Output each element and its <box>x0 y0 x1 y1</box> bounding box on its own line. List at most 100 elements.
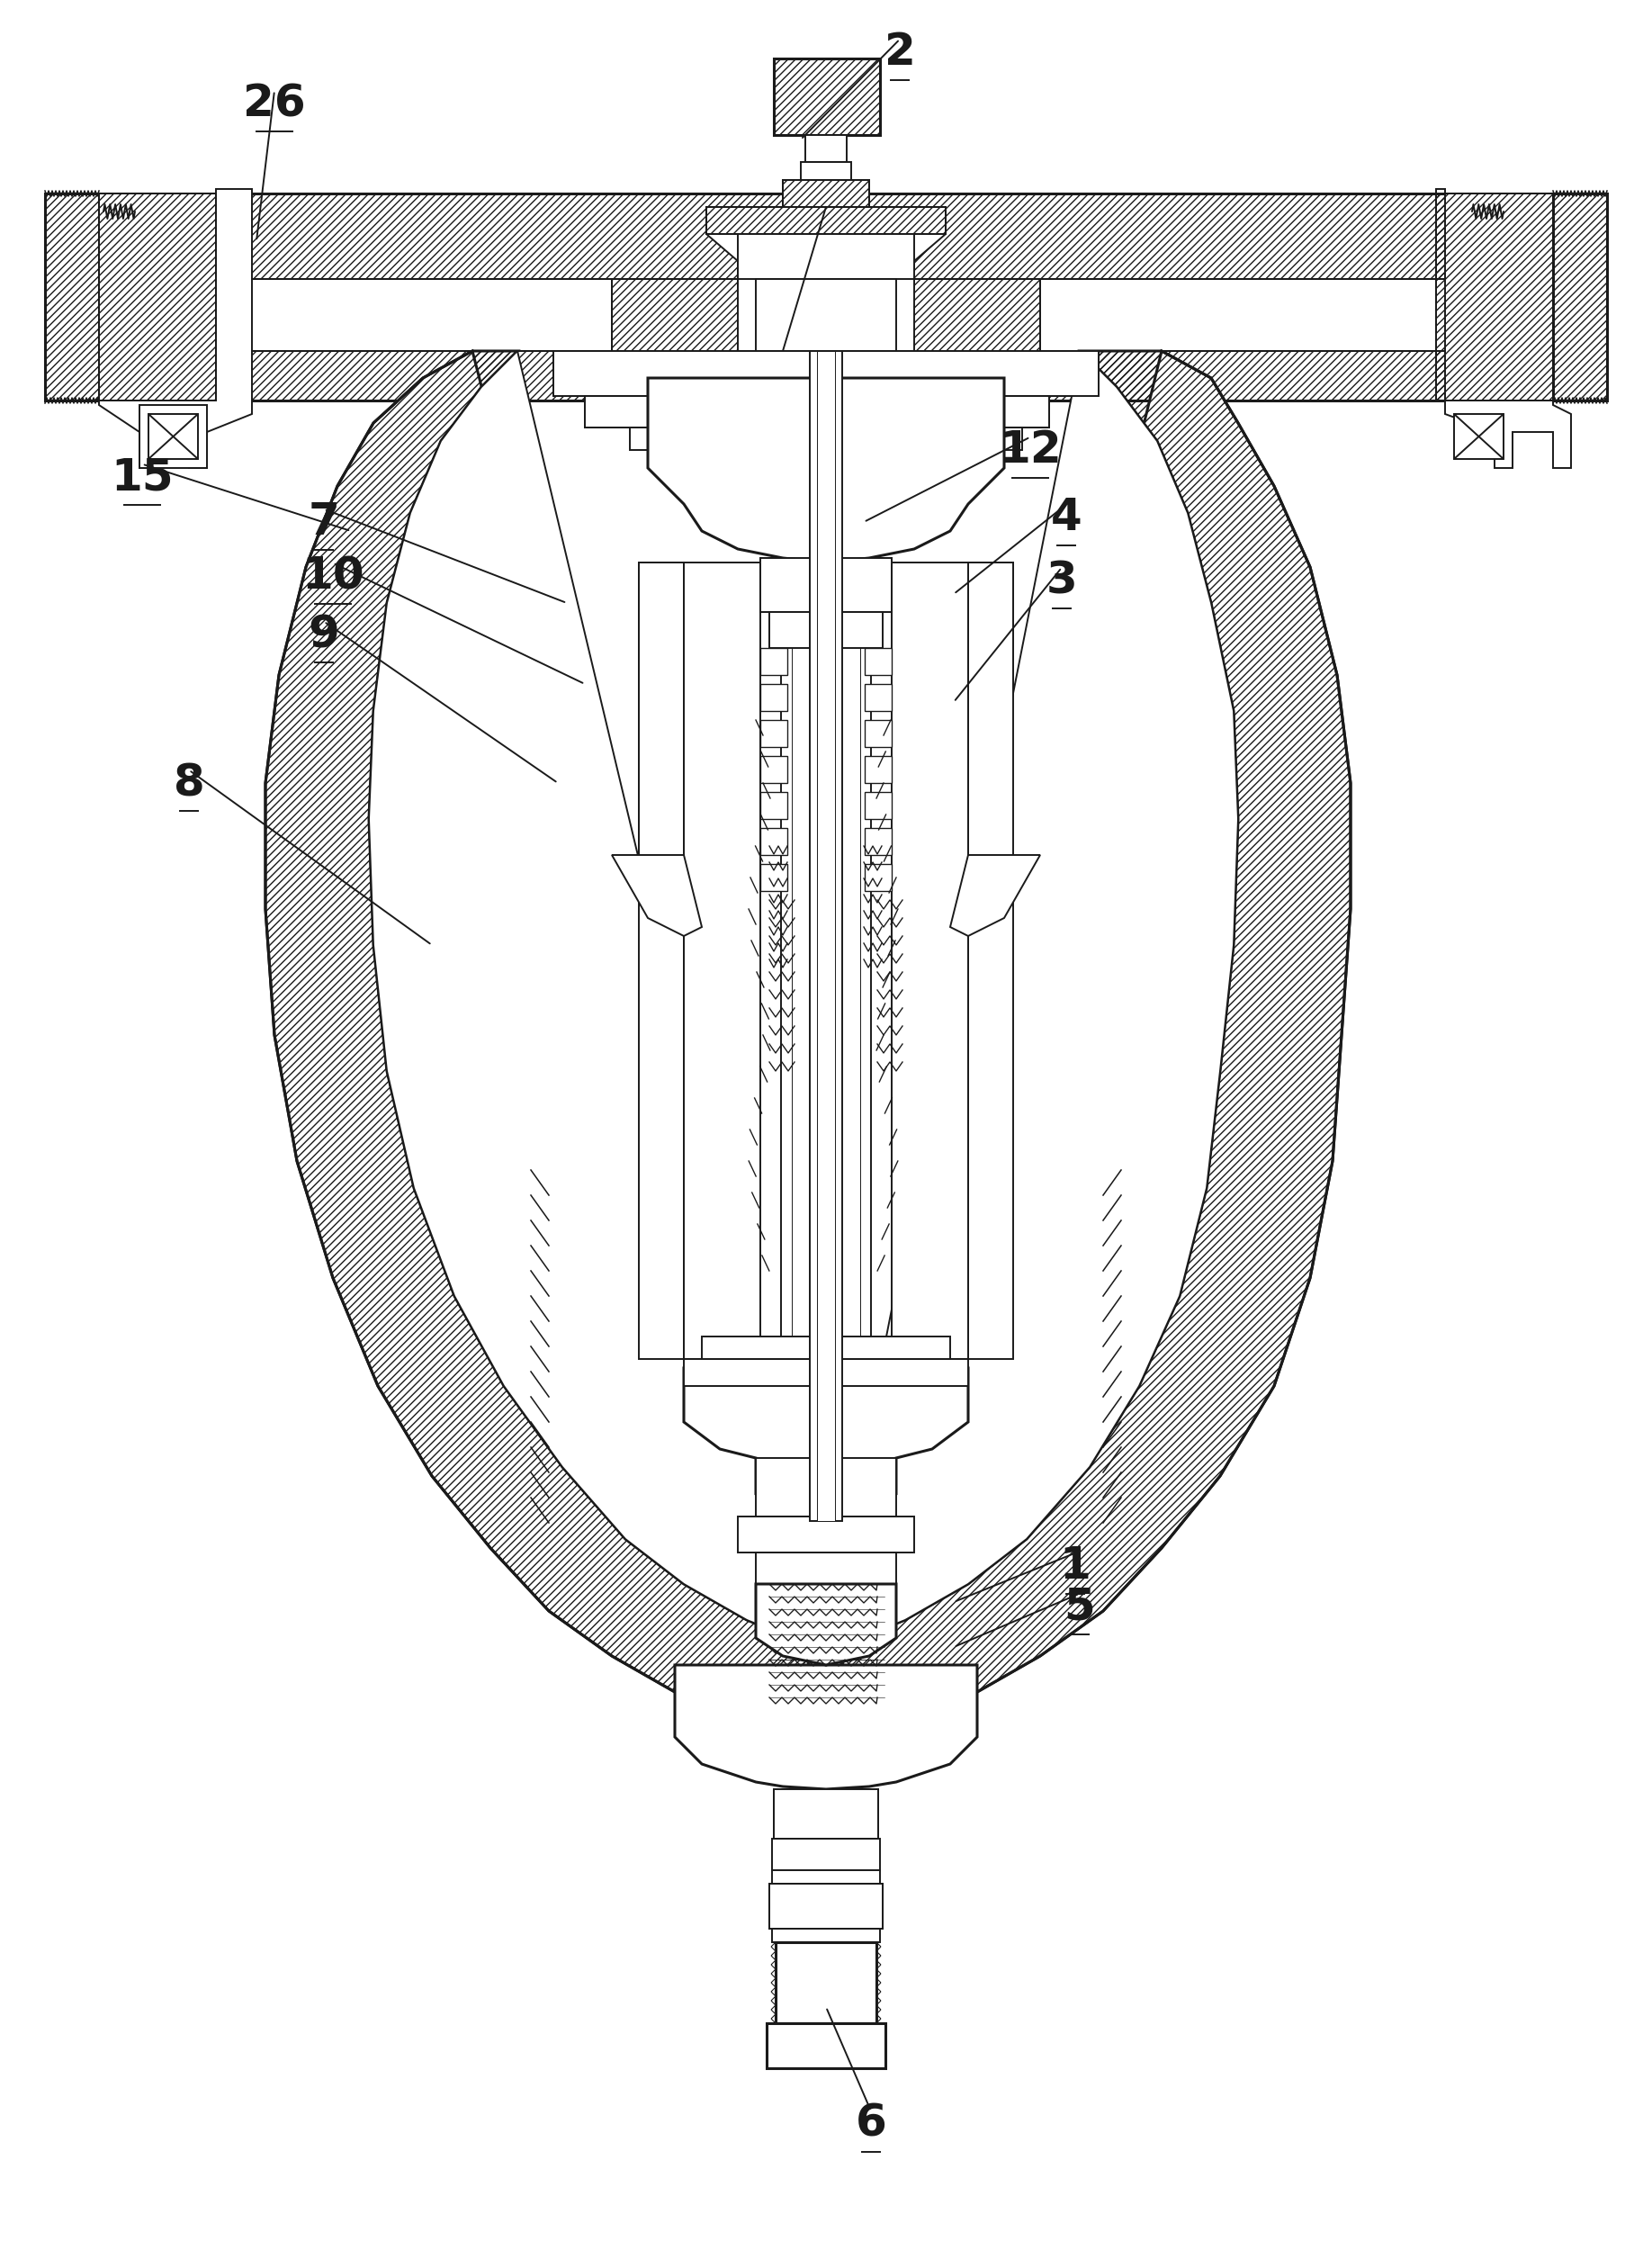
Bar <box>864 829 892 854</box>
Bar <box>760 829 788 854</box>
Bar <box>968 562 1013 1360</box>
Bar <box>684 1360 968 1387</box>
Bar <box>773 1789 879 1839</box>
Bar <box>611 280 1041 350</box>
Polygon shape <box>773 59 881 136</box>
Bar <box>702 1369 950 1457</box>
Bar <box>773 59 881 136</box>
Bar <box>45 194 99 400</box>
Bar <box>45 194 99 400</box>
Bar <box>45 194 1607 280</box>
Bar <box>773 1789 879 1839</box>
Polygon shape <box>368 350 1237 1642</box>
Bar <box>760 793 788 820</box>
Bar <box>783 181 869 208</box>
Bar <box>639 562 684 1360</box>
Polygon shape <box>611 280 1041 441</box>
Bar <box>818 350 834 1520</box>
Bar <box>760 863 788 890</box>
Bar <box>773 59 881 136</box>
Text: 3: 3 <box>1046 558 1077 603</box>
Bar <box>791 562 861 1405</box>
Bar <box>801 163 851 181</box>
Bar <box>773 350 879 377</box>
Polygon shape <box>707 208 945 305</box>
Bar <box>770 1884 882 1929</box>
Bar <box>775 1943 877 2024</box>
Bar <box>775 1943 877 2024</box>
Bar <box>757 280 895 350</box>
Bar <box>809 350 843 1520</box>
Bar <box>674 1665 978 1737</box>
Bar <box>738 1516 914 1552</box>
Bar <box>1454 413 1503 459</box>
Bar <box>773 1789 879 1839</box>
Bar <box>760 684 788 712</box>
Text: 26: 26 <box>243 81 306 124</box>
Bar <box>767 2024 885 2069</box>
Bar <box>892 562 968 1360</box>
Polygon shape <box>139 404 206 468</box>
Bar <box>684 1360 968 1387</box>
Bar <box>738 1516 914 1552</box>
Bar <box>783 181 869 208</box>
Bar <box>805 136 847 163</box>
Bar <box>585 395 1049 427</box>
Bar <box>760 648 788 675</box>
Bar <box>864 757 892 784</box>
Bar <box>781 562 871 1405</box>
Bar <box>767 2024 885 2069</box>
Bar <box>585 395 1049 427</box>
Bar <box>707 208 945 235</box>
Bar <box>771 1870 881 1884</box>
Bar <box>629 427 1023 450</box>
Bar <box>99 194 216 400</box>
Bar <box>738 1516 914 1552</box>
Bar <box>864 648 892 675</box>
Polygon shape <box>611 854 702 935</box>
Polygon shape <box>99 190 253 468</box>
Bar <box>1436 194 1553 400</box>
Bar <box>968 562 1013 1360</box>
Polygon shape <box>1399 190 1571 468</box>
Bar <box>770 1884 882 1929</box>
Bar <box>639 562 684 1360</box>
Text: 12: 12 <box>999 429 1062 472</box>
Bar <box>775 1943 877 2024</box>
Text: 6: 6 <box>856 2103 887 2146</box>
Polygon shape <box>266 350 1351 1733</box>
Bar <box>45 194 1607 280</box>
Bar <box>1553 194 1607 400</box>
Bar <box>707 208 945 235</box>
Polygon shape <box>738 235 914 314</box>
Polygon shape <box>648 377 1004 562</box>
Bar <box>771 1929 881 1943</box>
Bar <box>757 1457 895 1516</box>
Bar <box>968 562 1013 1360</box>
Bar <box>45 194 99 400</box>
Text: 10: 10 <box>302 553 363 599</box>
Bar <box>783 181 869 208</box>
Bar <box>760 721 788 748</box>
Text: 8: 8 <box>173 761 205 804</box>
Bar <box>757 1584 895 1638</box>
Bar <box>648 377 1004 431</box>
Bar <box>684 1360 968 1387</box>
Text: 2: 2 <box>884 32 915 75</box>
Bar <box>757 1457 895 1516</box>
Bar <box>639 562 684 1360</box>
Bar <box>674 1665 978 1737</box>
Bar <box>783 1665 869 1719</box>
Bar <box>684 562 760 1360</box>
Bar <box>553 350 1099 395</box>
Text: 4: 4 <box>1051 497 1082 540</box>
Bar <box>864 793 892 820</box>
Bar <box>771 1839 881 1870</box>
Bar <box>760 558 892 612</box>
Bar <box>648 450 1004 468</box>
Bar <box>760 558 892 612</box>
Bar <box>864 863 892 890</box>
Bar <box>553 350 1099 395</box>
Bar <box>553 350 1099 395</box>
Bar <box>738 280 914 350</box>
